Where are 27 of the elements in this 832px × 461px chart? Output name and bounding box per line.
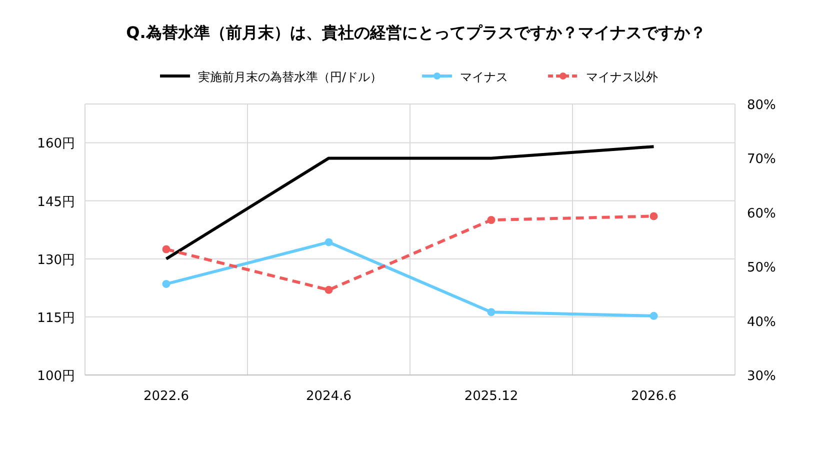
y2-tick-label: 30%: [747, 369, 776, 384]
point: [162, 280, 170, 288]
x-tick-label: 2025.12: [464, 389, 518, 404]
point: [487, 216, 496, 224]
y2-tick-label: 50%: [747, 260, 776, 276]
point: [650, 312, 658, 320]
y2-tick-label: 60%: [747, 206, 776, 222]
legend-label: マイナス以外: [586, 70, 658, 84]
point: [650, 212, 658, 220]
legend-label: 実施前月末の為替水準（円/ドル）: [198, 70, 382, 84]
x-tick-label: 2026.6: [631, 389, 676, 404]
point: [324, 238, 333, 246]
x-tick-label: 2022.6: [144, 389, 189, 404]
y-tick-label: 130円: [37, 252, 75, 268]
y2-tick-label: 70%: [747, 152, 776, 168]
y2-tick-label: 80%: [747, 98, 776, 113]
y-tick-label: 145円: [37, 194, 75, 210]
point: [162, 245, 170, 254]
point: [324, 286, 333, 294]
point: [487, 308, 496, 316]
x-tick-label: 2024.6: [306, 389, 352, 404]
y-tick-label: 115円: [37, 310, 75, 326]
legend-label: マイナス: [460, 70, 508, 84]
y2-tick-label: 40%: [747, 314, 776, 330]
y-tick-label: 160円: [37, 136, 75, 152]
chart-title: Q.為替水準（前月末）は、貴社の経営にとってプラスですか？マイナスですか？: [126, 23, 706, 42]
y-tick-label: 100円: [37, 369, 75, 384]
